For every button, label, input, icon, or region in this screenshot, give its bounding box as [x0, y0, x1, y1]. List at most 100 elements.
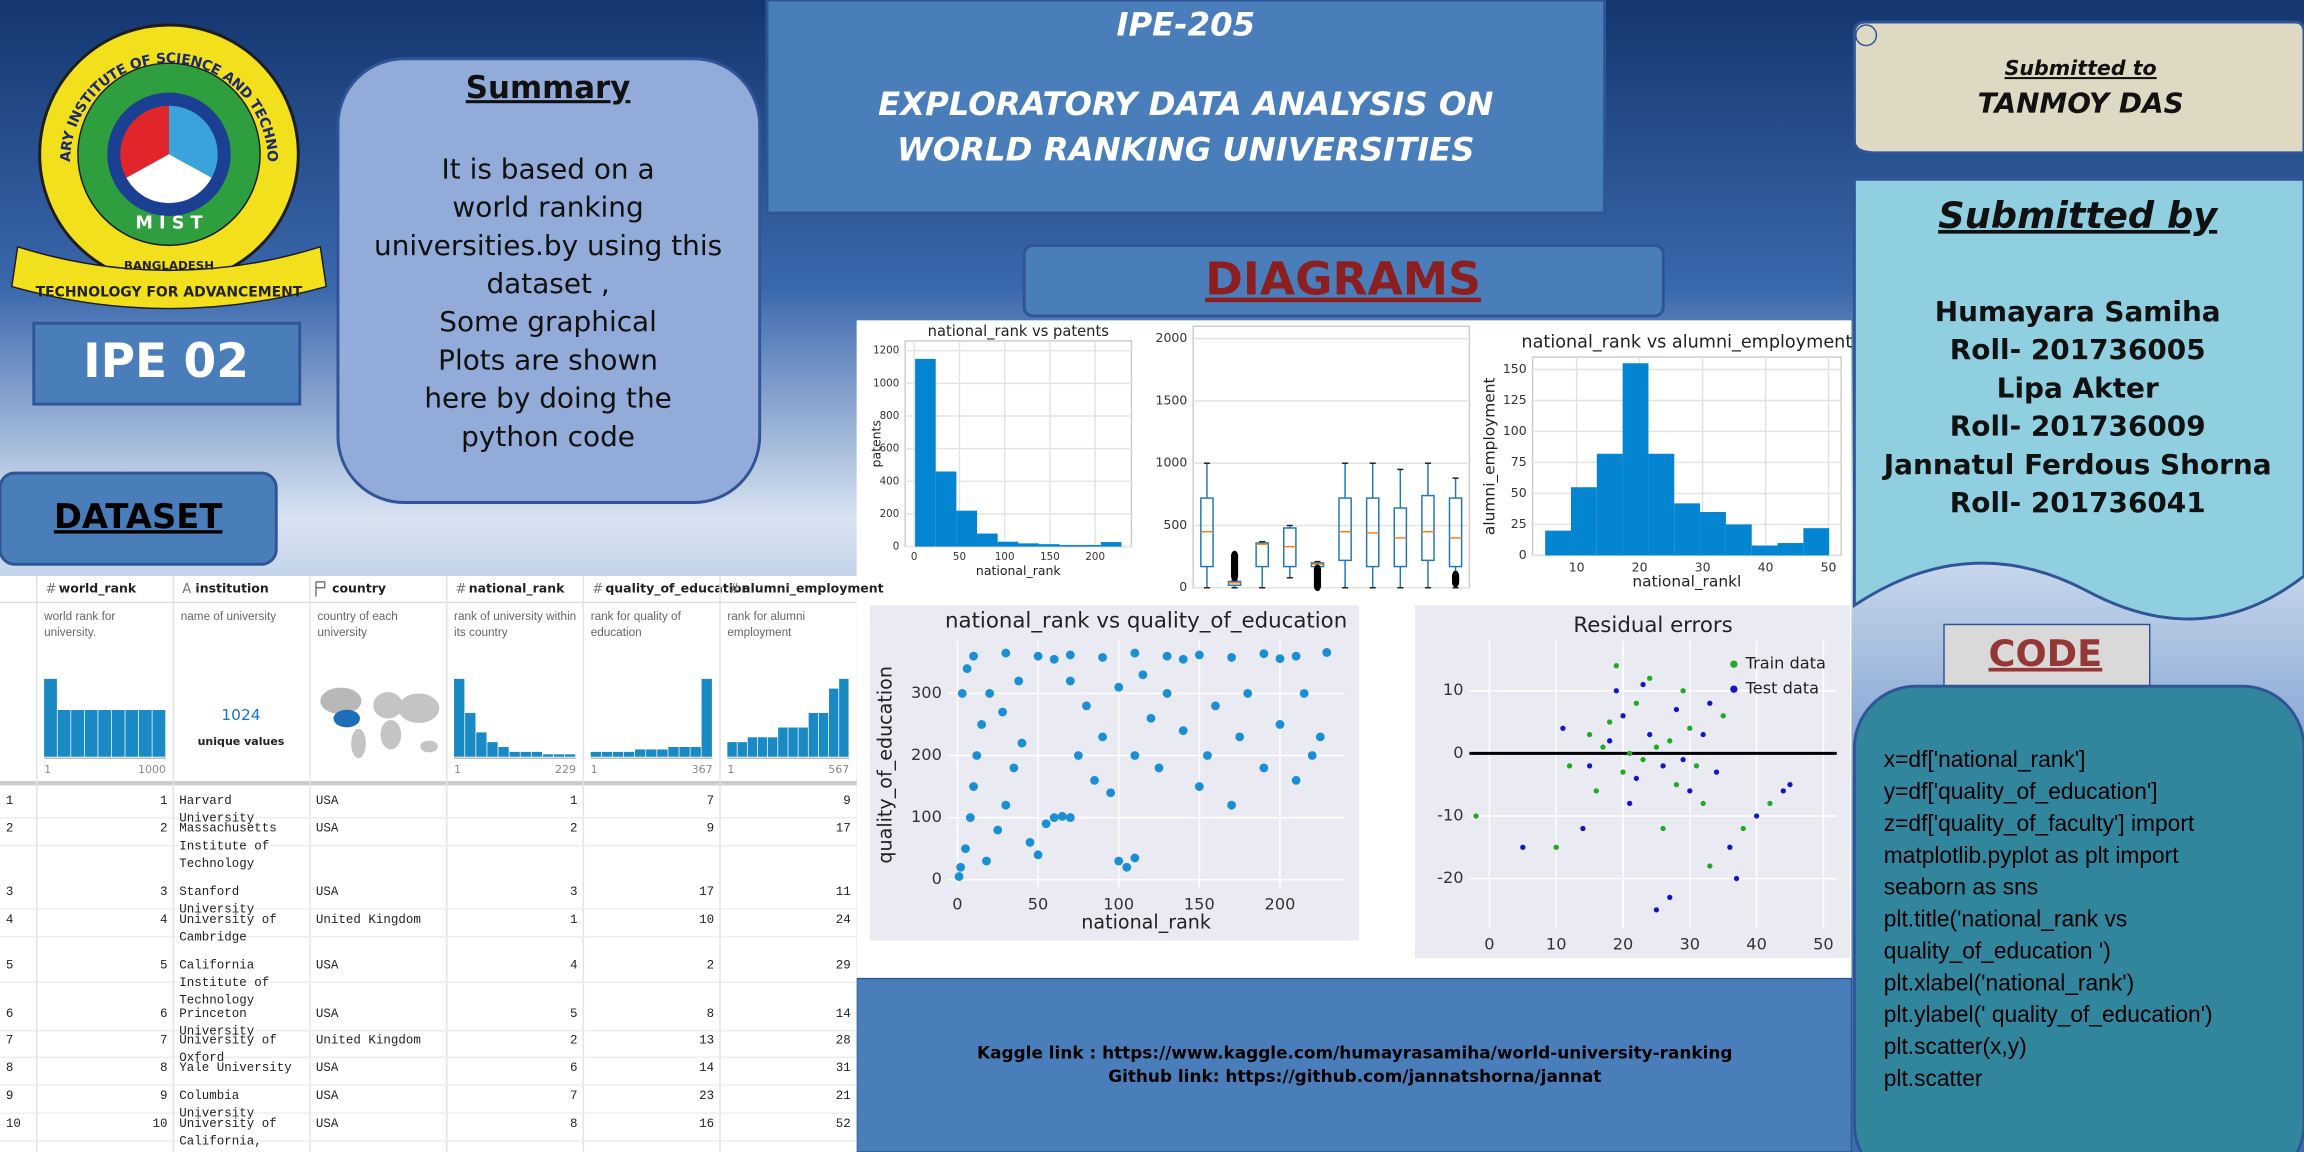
- table-cell: 10: [152, 1116, 168, 1132]
- scatter-point: [1700, 731, 1706, 738]
- link[interactable]: Github link: https://github.com/jannatsh…: [1108, 1066, 1601, 1086]
- summary-bar: [71, 710, 84, 757]
- table-cell: 9: [706, 821, 715, 837]
- y-tick-label: 300: [911, 683, 942, 702]
- summary-bar: [44, 678, 57, 757]
- scatter-point: [1753, 813, 1760, 819]
- scatter-point: [954, 872, 964, 881]
- dataset-box: [0, 471, 278, 566]
- table-cell-box: 1: [570, 793, 578, 808]
- table-cell-box: 1: [6, 793, 14, 808]
- table-cell-box: 8: [707, 1007, 715, 1022]
- logo-banner: [10, 245, 328, 310]
- scatter-point: [972, 751, 982, 760]
- submitted-by-line: Humayara Samiha: [1935, 295, 2221, 328]
- map-land: [320, 687, 362, 715]
- summary-line: Plots are shown: [438, 343, 658, 376]
- y-tick-label: 400: [880, 475, 900, 487]
- summary-bar: [747, 737, 758, 757]
- scatter-point: [1607, 719, 1613, 725]
- x-tick-label: 30: [1695, 559, 1711, 574]
- submitted-to-scroll: [1852, 20, 2304, 155]
- column-description-box: name of university: [180, 609, 277, 624]
- summary-bar: [564, 754, 576, 757]
- summary-bar: [509, 751, 520, 757]
- summary-min: 1: [44, 763, 51, 776]
- y-tick-label: 200: [911, 745, 942, 764]
- summary-box: [336, 57, 762, 504]
- y-tick-label: 1000: [1156, 455, 1188, 470]
- table-cell: USA: [315, 793, 339, 809]
- scatter-point: [1065, 676, 1075, 686]
- summary-bar: [778, 727, 788, 757]
- scatter-point: [1613, 663, 1619, 669]
- y-tick-label: 0: [1453, 743, 1463, 762]
- scatter-point: [1033, 651, 1043, 661]
- table-cell-box: Columbia University: [179, 1089, 254, 1121]
- diagrams-title: DIAGRAMS: [1205, 253, 1481, 306]
- y-tick-label: 0: [932, 869, 942, 888]
- scatter-point: [1009, 763, 1019, 773]
- legend-label: Test data: [1745, 679, 1819, 698]
- x-tick-label: 200: [1085, 551, 1105, 563]
- table-cell: 2: [5, 821, 14, 837]
- table-cell: 1: [160, 793, 168, 809]
- submitted-by-title: Submitted by: [1938, 194, 2219, 237]
- box-body: [1421, 494, 1435, 562]
- table-cell-box: 2: [5, 821, 14, 837]
- map-land: [373, 692, 403, 719]
- summary-bar: [152, 710, 166, 757]
- y-axis-label: patents: [869, 420, 884, 467]
- table-cell: 8: [160, 1060, 168, 1076]
- scatter-point: [1001, 800, 1011, 810]
- table-cell: USA: [315, 1116, 339, 1132]
- x-axis-label: national_rank: [1081, 910, 1211, 933]
- scatter-point: [1322, 648, 1332, 657]
- table-cell-box: 7: [569, 1088, 578, 1104]
- summary-bar: [542, 754, 554, 757]
- scatter-point: [1227, 800, 1237, 810]
- table-cell-box: 13: [699, 1032, 715, 1048]
- scatter-point: [965, 813, 975, 822]
- submitted-to-label: Submitted to: [2005, 56, 2157, 80]
- histogram-bar: [1018, 543, 1039, 547]
- table-cell: 31: [835, 1060, 851, 1076]
- summary-bar: [635, 749, 646, 757]
- table-cell: USA: [315, 1088, 339, 1104]
- table-cell-box: 4: [570, 958, 578, 973]
- column-description-box: world rank for university.: [44, 610, 115, 639]
- table-cell: 29: [835, 958, 851, 973]
- scatter-point: [1275, 654, 1285, 664]
- table-cell-box: USA: [316, 1061, 339, 1076]
- table-cell: 4: [5, 912, 14, 928]
- table-cell: 17: [699, 884, 715, 900]
- scatter-point: [969, 651, 978, 661]
- table-cell: 13: [699, 1032, 715, 1048]
- code-title: CODE: [1989, 632, 2103, 675]
- histogram-bar: [1059, 544, 1081, 547]
- x-tick-label: 100: [1103, 895, 1134, 914]
- column-description: name of university: [180, 609, 277, 624]
- scatter-point: [1025, 838, 1035, 847]
- table-cell-box: 7: [160, 1033, 168, 1048]
- histogram-bar: [1080, 544, 1101, 547]
- scatter-point: [1553, 844, 1559, 850]
- table-cell-box: United Kingdom: [316, 912, 421, 927]
- histogram-bar: [1751, 545, 1778, 556]
- scatter-point: [1633, 700, 1640, 706]
- code-line: plt.xlabel('national_rank'): [1884, 969, 2134, 995]
- link[interactable]: Kaggle link : https://www.kaggle.com/hum…: [977, 1043, 1732, 1063]
- x-tick-label: 50: [1821, 559, 1837, 574]
- table-cell: 7: [569, 1088, 578, 1104]
- table-cell: University of California, Berkeley: [179, 1116, 277, 1150]
- summary-line: dataset ,: [486, 267, 609, 300]
- code-line: quality_of_education '): [1884, 937, 2111, 963]
- box-outlier: [1313, 564, 1322, 577]
- logo-sector: [120, 105, 169, 178]
- submitted-by-line: Roll- 201736041: [1950, 486, 2206, 519]
- scatter-point: [982, 856, 991, 866]
- table-cell-box: 11: [836, 885, 851, 900]
- map-land: [380, 720, 402, 750]
- badge: IPE 02: [83, 334, 249, 389]
- plot-area: [1469, 640, 1837, 929]
